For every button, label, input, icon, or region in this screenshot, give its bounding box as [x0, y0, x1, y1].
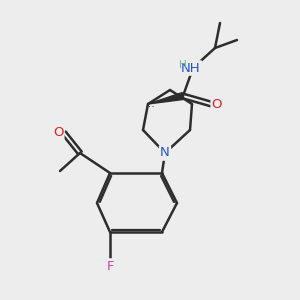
Text: NH: NH [181, 61, 201, 74]
Text: O: O [53, 127, 63, 140]
Text: F: F [106, 260, 114, 272]
Text: ···: ··· [145, 102, 155, 112]
Text: O: O [212, 98, 222, 110]
Text: H: H [179, 60, 187, 70]
Text: N: N [160, 146, 170, 160]
Polygon shape [148, 93, 184, 104]
